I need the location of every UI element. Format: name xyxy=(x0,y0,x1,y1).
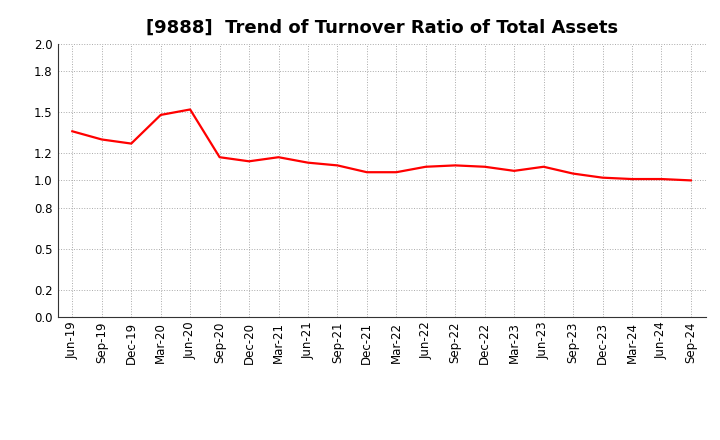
Title: [9888]  Trend of Turnover Ratio of Total Assets: [9888] Trend of Turnover Ratio of Total … xyxy=(145,19,618,37)
